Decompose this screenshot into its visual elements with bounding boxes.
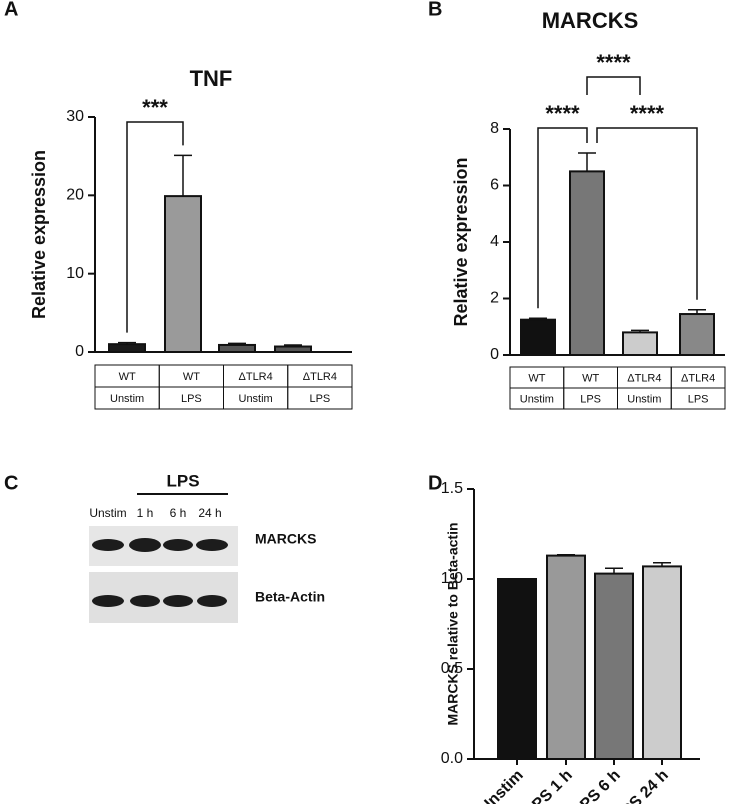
chart-title: MARCKS [542, 8, 639, 33]
x-tick-label: LPS 1 h [522, 767, 576, 804]
y-tick-label: 20 [66, 187, 84, 204]
significance-bracket [126, 121, 184, 333]
bar [497, 578, 537, 760]
lane-label: 1 h [137, 506, 154, 520]
y-tick-label: 1.5 [441, 480, 463, 497]
category-label: WT [183, 371, 200, 383]
category-label: LPS [309, 393, 330, 405]
y-tick-label: 8 [490, 120, 499, 137]
error-bar [605, 567, 623, 574]
error-bar [284, 344, 302, 347]
y-axis-label: Relative expression [451, 157, 471, 326]
panel-label: C [4, 472, 18, 494]
category-label: LPS [580, 393, 601, 405]
y-tick-label: 0 [75, 343, 84, 360]
y-tick-label: 0.5 [441, 660, 463, 677]
error-bar [529, 317, 547, 320]
category-label: LPS [181, 393, 202, 405]
bands [92, 538, 228, 607]
error-bar [578, 152, 596, 172]
bar [594, 572, 634, 760]
category-label: LPS [688, 393, 709, 405]
lane-label: Unstim [89, 506, 126, 520]
y-tick-label: 10 [66, 265, 84, 282]
panel-label: B [428, 0, 442, 20]
y-tick-label: 2 [490, 290, 499, 307]
bar [546, 554, 586, 760]
error-bar [228, 342, 246, 345]
error-bar [118, 341, 136, 345]
error-bar [688, 309, 706, 315]
category-label: WT [582, 372, 599, 384]
lane-label: 24 h [198, 506, 221, 520]
error-bar [557, 553, 575, 556]
bar [274, 345, 312, 353]
error-bar [653, 562, 671, 567]
significance-label: **** [596, 50, 631, 75]
category-label: ΔTLR4 [627, 372, 661, 384]
chart-title: TNF [190, 66, 233, 91]
significance-label: **** [545, 101, 580, 126]
category-label: Unstim [520, 393, 554, 405]
category-label: Unstim [627, 393, 661, 405]
table-cell [670, 387, 726, 410]
y-tick-label: 30 [66, 108, 84, 125]
bar [622, 331, 658, 356]
error-bar [174, 154, 192, 197]
y-axis-label: Relative expression [29, 150, 49, 319]
bar [679, 313, 715, 357]
panel-label: A [4, 0, 18, 20]
category-label: WT [528, 372, 545, 384]
y-tick-label: 0 [490, 346, 499, 363]
error-bar [631, 329, 649, 333]
category-label: Unstim [110, 393, 144, 405]
row-label: MARCKS [255, 531, 316, 547]
significance-label: *** [142, 95, 168, 120]
y-tick-label: 6 [490, 177, 499, 194]
bar [520, 318, 556, 356]
group-label: LPS [166, 471, 199, 490]
lane-label: 6 h [170, 506, 187, 520]
table-cell [287, 386, 353, 410]
y-tick-label: 1.0 [441, 570, 463, 587]
category-label: ΔTLR4 [681, 372, 715, 384]
x-tick-label: LPS 24 h [612, 767, 672, 804]
western-blot: C LPS Unstim 1 h 6 h 24 h MARCKS Beta-Ac… [4, 471, 325, 623]
x-tick-label: Unstim [476, 767, 526, 804]
category-label: ΔTLR4 [303, 371, 337, 383]
significance-label: **** [630, 101, 665, 126]
significance-bracket [596, 127, 698, 300]
bar [569, 170, 605, 356]
row-label: Beta-Actin [255, 589, 325, 605]
y-axis-label: MARCKS relative to Beta-actin [445, 522, 461, 725]
y-tick-label: 0.0 [441, 750, 463, 767]
bar [164, 195, 202, 353]
category-label: Unstim [239, 393, 273, 405]
y-tick-label: 4 [490, 233, 499, 250]
bar [642, 565, 682, 761]
category-label: WT [119, 371, 136, 383]
category-label: ΔTLR4 [239, 371, 273, 383]
significance-bracket [537, 127, 588, 309]
panel-label: D [428, 472, 442, 494]
significance-bracket [586, 76, 641, 95]
x-tick-label: LPS 6 h [570, 767, 624, 804]
bar [218, 343, 256, 354]
bar [108, 343, 146, 353]
